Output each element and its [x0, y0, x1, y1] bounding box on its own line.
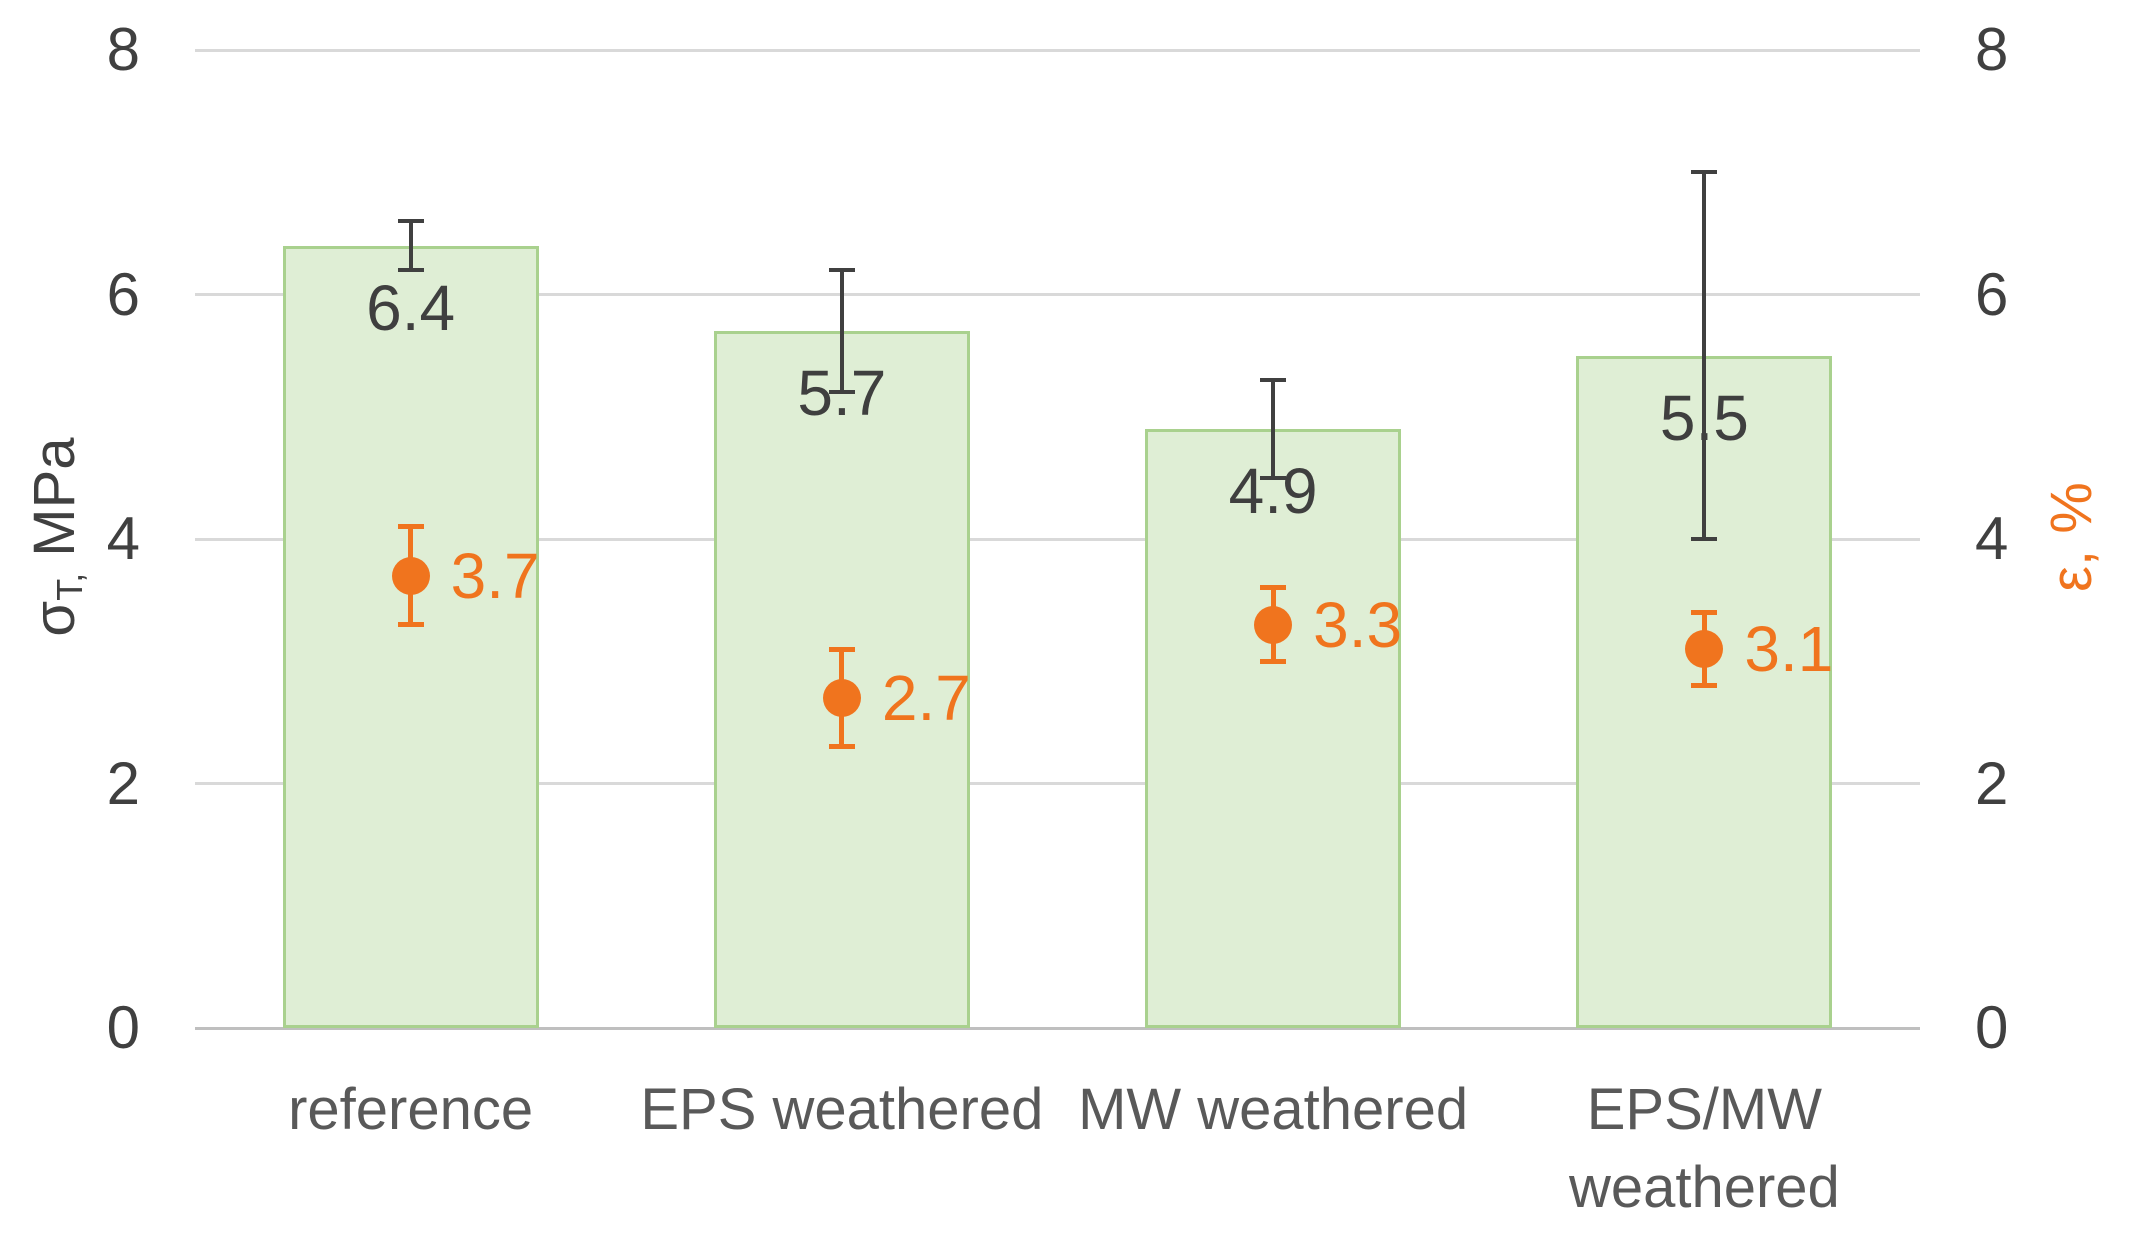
- gridline: [195, 293, 1920, 296]
- y-axis-tick-label-right: 0: [1975, 994, 2009, 1061]
- bar: [282, 245, 539, 1028]
- scatter-error-bar-cap-bottom: [397, 622, 424, 628]
- scatter-point: [822, 678, 861, 717]
- bar-error-bar-cap-bottom: [1260, 475, 1287, 480]
- left-axis-title-subscript: T,: [48, 572, 90, 601]
- left-axis-title-units: MPa: [22, 437, 87, 573]
- bar-error-bar-cap-top: [1260, 378, 1287, 383]
- y-axis-tick-label-left: 2: [106, 749, 140, 817]
- y-axis-tick-label-left: 0: [106, 994, 140, 1061]
- scatter-value-label: 3.7: [450, 539, 540, 612]
- bar-error-bar-cap-top: [1691, 170, 1718, 175]
- bar-error-bar-cap-top: [397, 219, 424, 224]
- scatter-error-bar-cap-top: [828, 646, 855, 652]
- category-label: reference: [288, 1077, 534, 1142]
- y-axis-tick-label-right: 2: [1975, 749, 2009, 817]
- gridline: [195, 48, 1920, 52]
- bar-error-bar-line: [408, 221, 413, 271]
- scatter-value-label: 3.1: [1744, 613, 1834, 686]
- left-axis-title-sigma: σ: [22, 600, 87, 637]
- scatter-point: [1254, 605, 1293, 644]
- bar-error-bar-cap-bottom: [397, 268, 424, 273]
- scatter-value-label: 3.3: [1313, 588, 1403, 661]
- y-axis-tick-label-left: 6: [106, 260, 140, 328]
- bar-error-bar-cap-top: [828, 268, 855, 273]
- scatter-error-bar-cap-bottom: [828, 744, 855, 750]
- scatter-point: [391, 556, 430, 595]
- bar: [1145, 428, 1402, 1028]
- scatter-error-bar-cap-top: [1260, 585, 1287, 591]
- bar-error-bar-cap-bottom: [828, 390, 855, 395]
- scatter-value-label: 2.7: [881, 661, 971, 734]
- scatter-error-bar-cap-bottom: [1691, 683, 1718, 689]
- scatter-error-bar-cap-top: [1691, 609, 1718, 615]
- scatter-point: [1685, 630, 1724, 669]
- category-label: MW weathered: [1078, 1077, 1469, 1142]
- category-label: EPS/MW weathered: [1568, 1077, 1840, 1220]
- y-axis-tick-label-left: 4: [106, 505, 140, 572]
- left-axis-title: σT, MPa: [22, 237, 90, 837]
- axis-baseline: [195, 1026, 1920, 1030]
- scatter-error-bar-cap-top: [397, 524, 424, 530]
- category-label: EPS weathered: [640, 1077, 1044, 1142]
- y-axis-tick-label-right: 6: [1975, 260, 2009, 328]
- bar-error-bar-line: [1271, 380, 1276, 478]
- bar-value-label: 6.4: [366, 271, 456, 344]
- y-axis-tick-label-left: 8: [106, 16, 140, 83]
- bar-error-bar-line: [1702, 172, 1707, 539]
- bar-error-bar-cap-bottom: [1691, 537, 1718, 541]
- y-axis-tick-label-right: 8: [1975, 16, 2009, 83]
- scatter-error-bar-cap-bottom: [1260, 658, 1287, 664]
- gridline: [195, 537, 1920, 541]
- gridline: [195, 782, 1920, 785]
- bar-error-bar-line: [839, 270, 844, 393]
- right-axis-title: ε, %: [2039, 482, 2104, 592]
- y-axis-tick-label-right: 4: [1975, 505, 2009, 572]
